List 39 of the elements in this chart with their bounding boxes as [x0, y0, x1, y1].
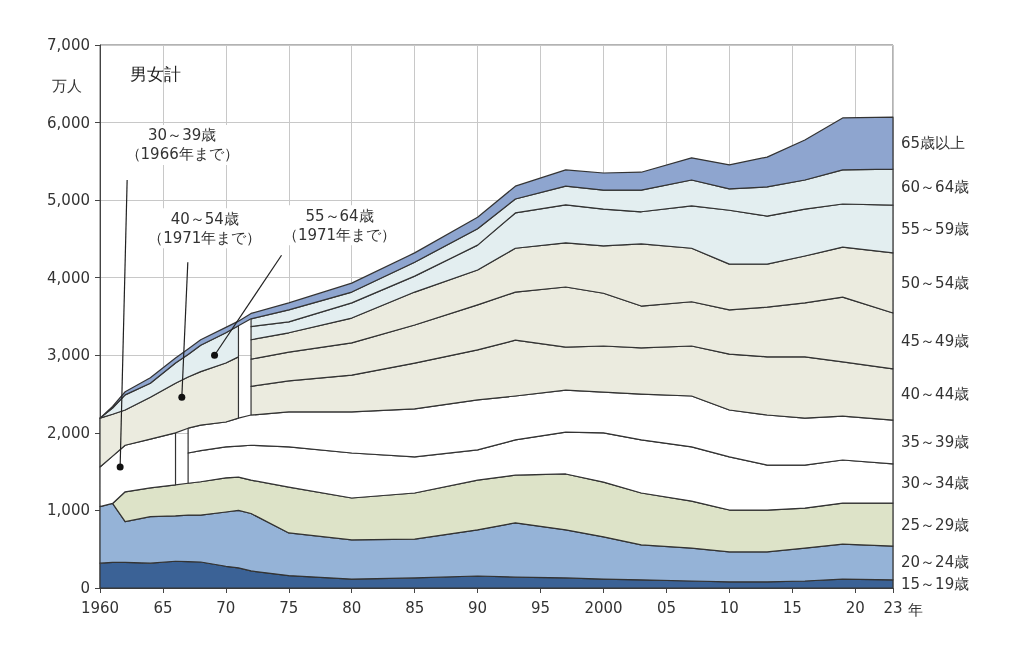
series-label: 40～44歳 [901, 385, 970, 404]
x-tick-label: 85 [405, 598, 425, 617]
y-tick-label: 6,000 [47, 113, 90, 132]
x-tick-label: 90 [468, 598, 488, 617]
series-label: 65歳以上 [901, 134, 966, 153]
y-tick-label: 7,000 [47, 36, 90, 54]
series-label: 50～54歳 [901, 273, 970, 292]
annotation: 55～64歳（1971年まで） [282, 206, 397, 244]
x-tick-label: 2000 [584, 598, 623, 617]
series-label: 35～39歳 [901, 432, 970, 451]
annotation: 30～39歳（1966年まで） [125, 126, 239, 164]
series-label: 45～49歳 [901, 331, 970, 350]
series-label: 15～19歳 [901, 574, 970, 593]
x-tick-label: 70 [216, 598, 236, 617]
y-tick-label: 2,000 [47, 423, 90, 442]
y-tick-label: 1,000 [47, 501, 90, 520]
y-tick-label: 3,000 [47, 346, 90, 365]
x-tick-label: 80 [342, 598, 362, 617]
x-tick-label: 65 [153, 598, 173, 617]
x-tick-label: 20 [845, 598, 865, 617]
x-tick-label: 95 [531, 598, 551, 617]
series-label: 60～64歳 [901, 178, 970, 197]
y-tick-label: 4,000 [47, 268, 90, 287]
x-tick-label: 1960 [80, 598, 120, 617]
x-tick-label: 05 [656, 598, 676, 617]
y-axis-title: 万人 [52, 76, 82, 95]
annotation: 40～54歳（1971年まで） [148, 209, 262, 247]
x-tick-label: 15 [782, 598, 802, 617]
series-label: 55～59歳 [901, 220, 970, 239]
series-label: 20～24歳 [901, 552, 970, 571]
y-tick-label: 5,000 [47, 191, 90, 210]
x-tick-label: 23 [883, 598, 903, 617]
y-tick-label: 0 [80, 579, 90, 597]
series-label: 30～34歳 [901, 474, 970, 493]
x-tick-label: 75 [279, 598, 299, 617]
text: 男女計 [130, 63, 181, 84]
x-axis-title: 年 [908, 600, 924, 619]
x-tick-label: 10 [719, 598, 739, 617]
series-label: 25～29歳 [901, 515, 970, 534]
